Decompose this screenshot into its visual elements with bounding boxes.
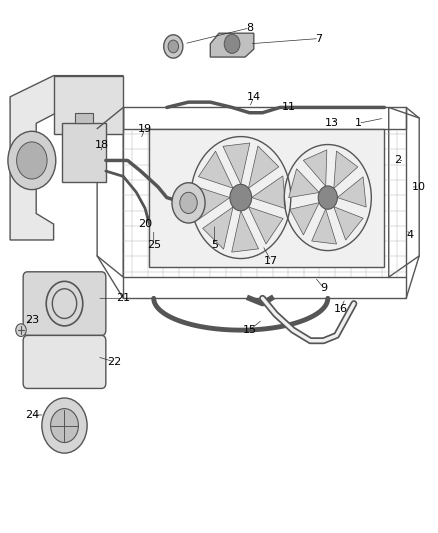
Circle shape <box>50 409 78 442</box>
Polygon shape <box>337 177 366 207</box>
Circle shape <box>8 131 56 190</box>
Polygon shape <box>248 146 279 188</box>
Polygon shape <box>210 33 254 57</box>
Text: 19: 19 <box>138 124 152 134</box>
Polygon shape <box>10 76 123 240</box>
Circle shape <box>42 398 87 453</box>
Text: 18: 18 <box>95 140 109 150</box>
Text: 23: 23 <box>25 314 39 325</box>
Polygon shape <box>203 207 233 249</box>
Text: 24: 24 <box>25 410 39 420</box>
Text: 2: 2 <box>394 156 401 165</box>
Polygon shape <box>196 187 230 219</box>
Text: 5: 5 <box>211 240 218 251</box>
Polygon shape <box>149 128 385 266</box>
Text: 10: 10 <box>412 182 426 192</box>
Text: 15: 15 <box>243 325 257 335</box>
FancyBboxPatch shape <box>23 272 106 335</box>
Text: 11: 11 <box>282 102 296 112</box>
Text: 21: 21 <box>116 293 131 303</box>
Text: 20: 20 <box>138 219 152 229</box>
Polygon shape <box>252 176 286 208</box>
Circle shape <box>180 192 197 214</box>
Text: 4: 4 <box>407 230 414 240</box>
Text: 16: 16 <box>334 304 348 314</box>
Polygon shape <box>62 123 106 182</box>
Circle shape <box>17 142 47 179</box>
Polygon shape <box>304 150 327 186</box>
Text: 14: 14 <box>247 92 261 102</box>
Polygon shape <box>290 203 319 235</box>
Polygon shape <box>289 169 319 198</box>
Circle shape <box>224 34 240 53</box>
Text: 25: 25 <box>147 240 161 251</box>
Polygon shape <box>312 209 336 244</box>
Text: 9: 9 <box>320 282 327 293</box>
FancyBboxPatch shape <box>23 335 106 389</box>
Circle shape <box>230 184 252 211</box>
Polygon shape <box>334 207 363 240</box>
Text: 22: 22 <box>107 357 122 367</box>
Text: 8: 8 <box>246 23 253 33</box>
Polygon shape <box>53 76 123 134</box>
Polygon shape <box>232 211 258 252</box>
Circle shape <box>318 186 337 209</box>
Circle shape <box>16 324 26 336</box>
Circle shape <box>164 35 183 58</box>
Polygon shape <box>75 113 93 123</box>
Polygon shape <box>223 143 250 184</box>
Text: 17: 17 <box>264 256 278 266</box>
Circle shape <box>168 40 179 53</box>
Polygon shape <box>334 151 358 189</box>
Text: 7: 7 <box>315 34 323 44</box>
Polygon shape <box>198 151 233 188</box>
Circle shape <box>172 183 205 223</box>
Polygon shape <box>248 207 283 244</box>
Text: 1: 1 <box>355 118 362 128</box>
Text: 13: 13 <box>325 118 339 128</box>
